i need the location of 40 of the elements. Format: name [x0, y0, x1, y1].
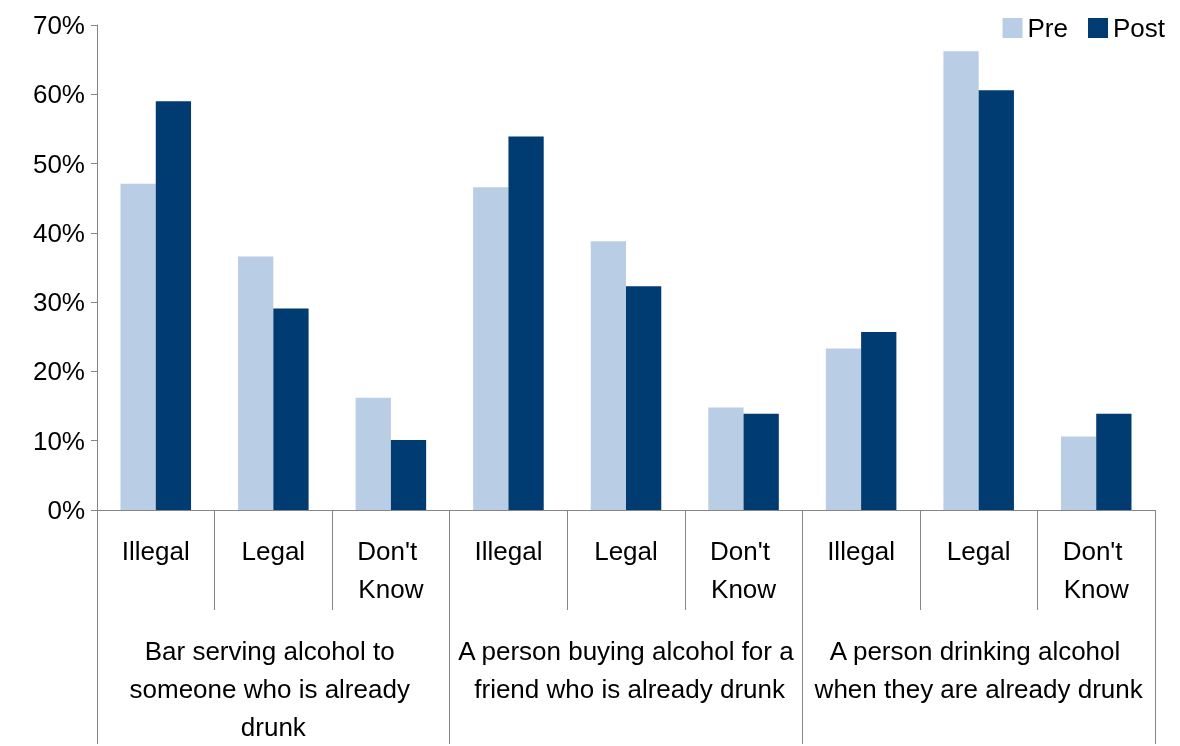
x-tick-label: Legal: [594, 536, 658, 566]
bar: [155, 101, 192, 510]
x-tick-label: Legal: [946, 536, 1011, 566]
y-tick-label: 10%: [32, 425, 85, 456]
bar: [273, 308, 309, 510]
bar: [120, 183, 156, 510]
y-tick-label: 60%: [32, 79, 85, 110]
bar: [390, 440, 427, 510]
bar: [355, 397, 391, 510]
y-tick-label: 40%: [32, 217, 85, 248]
y-tick-label: 0%: [47, 495, 85, 525]
bar: [1096, 413, 1132, 510]
bar: [626, 286, 662, 510]
x-tick-label: Illegal: [474, 536, 543, 566]
legend-label: Post: [1112, 13, 1166, 43]
x-tick-label: Illegal: [827, 536, 896, 566]
x-tick-label: Don't Know: [357, 536, 425, 604]
y-tick-label: 50%: [32, 148, 85, 179]
x-tick-label: Illegal: [121, 536, 190, 566]
y-tick-label: 30%: [32, 287, 85, 318]
bar: [708, 407, 744, 510]
bar: [1060, 436, 1097, 510]
bar: [861, 331, 897, 510]
text: Bar serving alcohol to someone who is already drunk: [129, 636, 418, 742]
text: A person drinking alcohol when they are already drunk: [813, 636, 1144, 704]
x-tick-label: Legal: [241, 536, 306, 566]
x-tick-label: Don't Know: [710, 536, 778, 604]
bar: [508, 136, 544, 510]
legend-label: Pre: [1027, 13, 1068, 43]
y-tick-label: 70%: [32, 10, 85, 40]
y-tick-label: 20%: [32, 356, 85, 387]
bar: [238, 256, 274, 510]
bar: [590, 241, 626, 510]
bar: [743, 413, 779, 510]
x-tick-label: Don't Know: [1062, 536, 1130, 604]
bar: [825, 348, 862, 510]
bar: [943, 51, 979, 510]
bar: [473, 187, 509, 510]
bar: [978, 90, 1014, 510]
text: A person buying alcohol for a friend who is already drunk: [458, 636, 795, 704]
